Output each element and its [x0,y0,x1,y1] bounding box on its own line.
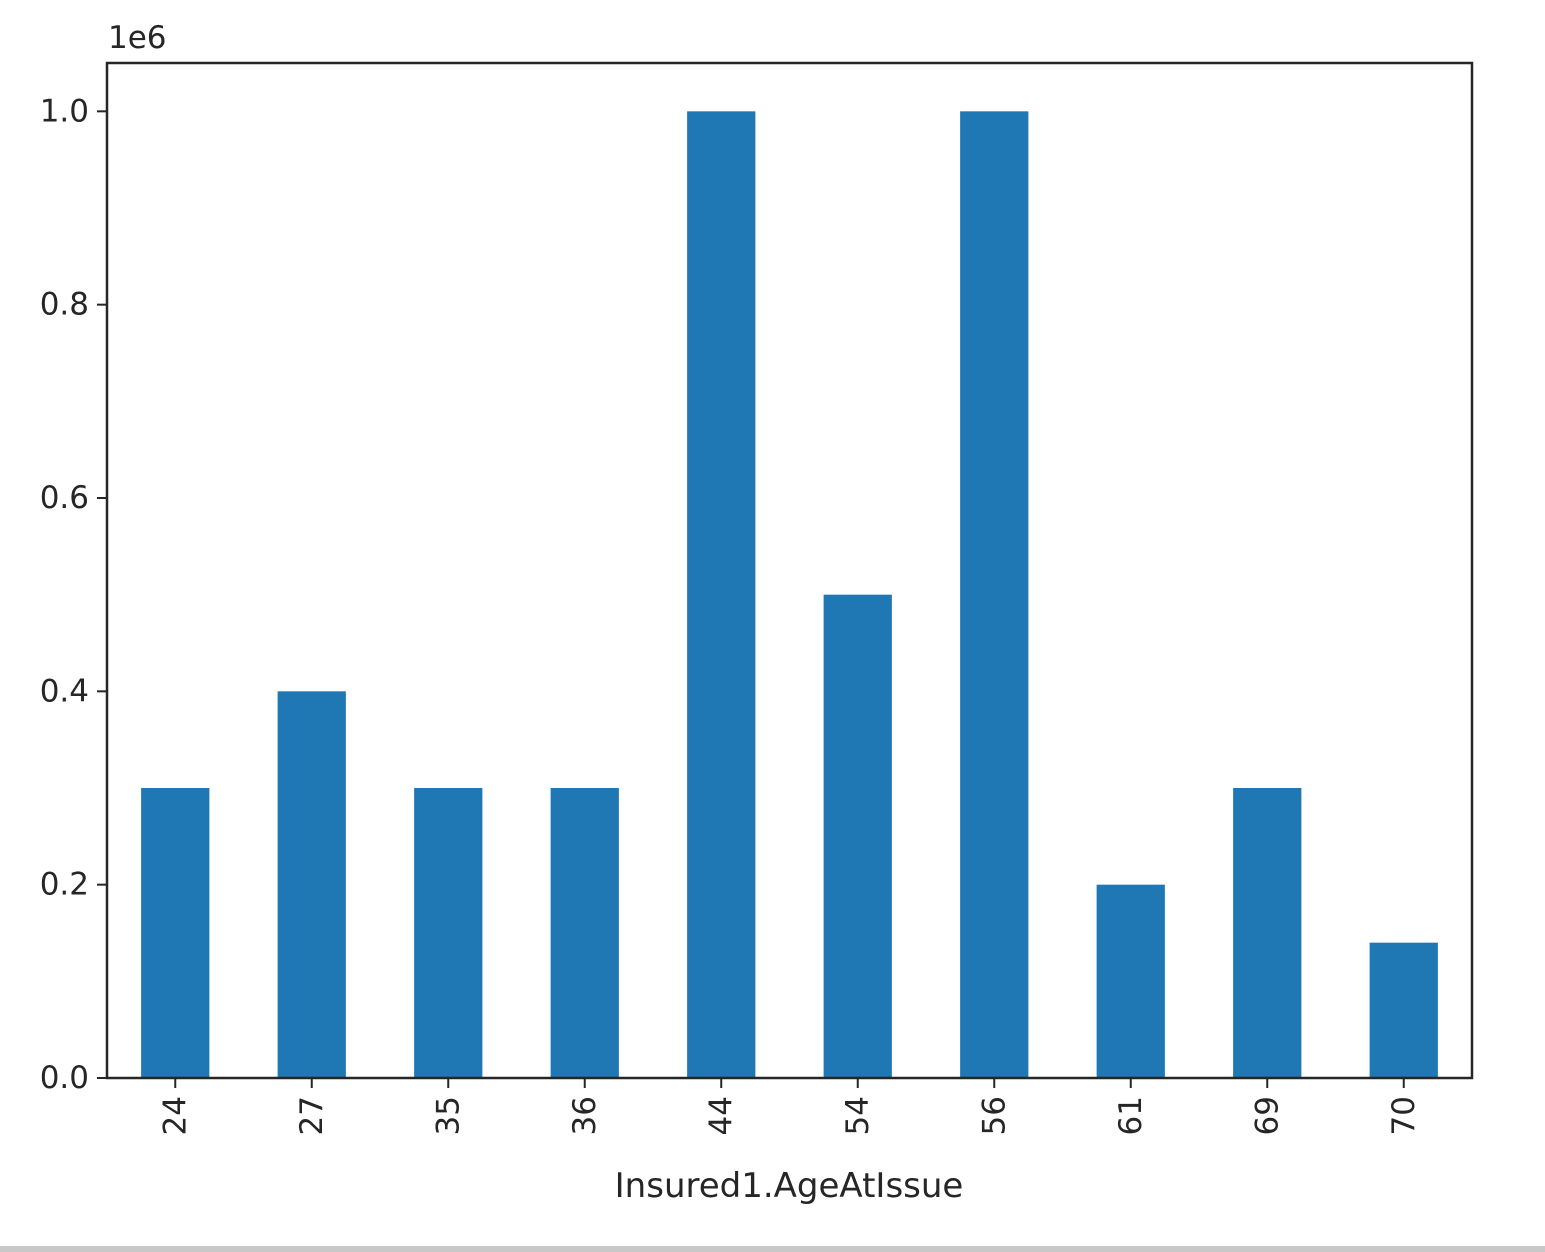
x-tick-label: 69 [1249,1096,1285,1135]
bar-24 [141,788,210,1078]
y-tick-label: 0.6 [40,480,89,516]
y-offset-text: 1e6 [108,20,167,56]
x-tick-label: 27 [294,1096,330,1135]
bar-70 [1369,942,1438,1078]
x-tick-label: 56 [976,1096,1012,1135]
bar-44 [687,111,756,1079]
bar-36 [550,788,619,1078]
x-tick-label: 35 [430,1096,466,1135]
x-axis: 24 27 35 36 44 54 56 61 69 70 [157,1078,1422,1135]
y-tick-label: 0.0 [40,1060,89,1096]
x-tick-label: 44 [703,1096,739,1135]
bar-27 [277,691,346,1078]
bar-35 [414,788,483,1078]
y-tick-label: 0.4 [40,673,89,709]
y-tick-label: 0.8 [40,287,89,323]
bar-56 [960,111,1029,1079]
y-axis: 0.0 0.2 0.4 0.6 0.8 1.0 [40,93,107,1096]
x-axis-label: Insured1.AgeAtIssue [615,1166,964,1206]
x-tick-label: 70 [1386,1096,1422,1135]
y-tick-label: 1.0 [40,93,89,129]
x-tick-label: 61 [1113,1096,1149,1135]
plot-frame [105,61,1474,1080]
bottom-divider [0,1246,1545,1252]
x-tick-label: 24 [157,1096,193,1135]
bar-69 [1233,788,1302,1078]
bars-group [141,111,1438,1079]
bar-54 [823,594,892,1078]
y-tick-label: 0.2 [40,867,89,903]
bar-61 [1096,884,1165,1078]
x-tick-label: 36 [567,1096,603,1135]
x-tick-label: 54 [840,1096,876,1135]
